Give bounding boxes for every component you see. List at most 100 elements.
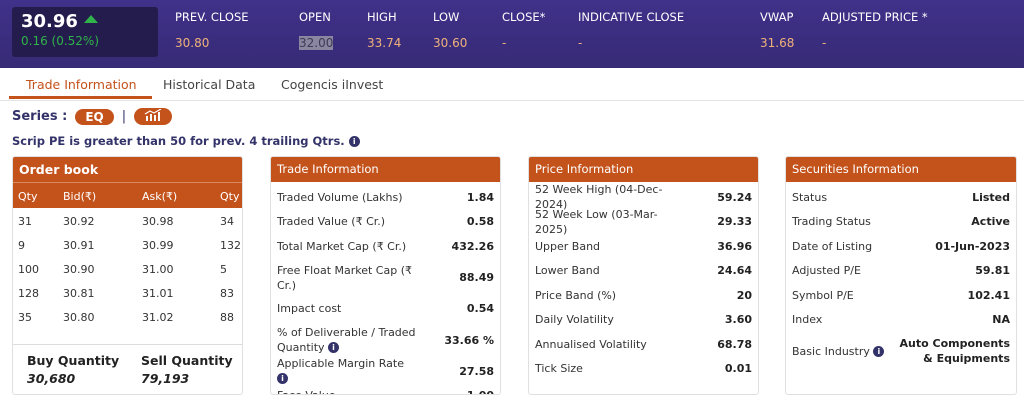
info-label: Upper Band	[535, 239, 600, 254]
info-value: 24.64	[717, 264, 752, 278]
info-value: Active	[971, 215, 1010, 229]
tab-cogencis-iinvest[interactable]: Cogencis iInvest	[281, 77, 384, 92]
series-row: Series : EQ |	[12, 108, 173, 125]
stat-value: 32.00	[299, 36, 334, 50]
info-row: Free Float Market Cap (₹ Cr.) 88.49	[271, 259, 500, 297]
info-value: 0.54	[466, 302, 494, 316]
bid-price: 30.80	[63, 311, 95, 324]
info-row: 52 Week High (04-Dec-2024) 59.24	[529, 183, 758, 211]
stat-label: INDICATIVE CLOSE	[578, 10, 685, 24]
info-icon[interactable]: i	[328, 342, 340, 353]
info-row: Daily Volatility 3.60	[529, 308, 758, 333]
info-label-text: Applicable Margin Rate	[277, 357, 404, 371]
stat-value: -	[822, 36, 827, 50]
bid-price: 30.92	[63, 215, 95, 228]
stat-label: LOW	[433, 10, 460, 24]
info-label: Tick Size	[535, 361, 583, 376]
info-row: Traded Value (₹ Cr.) 0.58	[271, 210, 500, 235]
ask-qty: 83	[220, 287, 234, 300]
info-label: Trading Status	[792, 214, 871, 229]
info-label: Impact cost	[277, 301, 341, 316]
info-value: 33.66 %	[444, 333, 494, 347]
tab-historical-data[interactable]: Historical Data	[163, 77, 256, 92]
quote-stat: HIGH 33.74	[367, 10, 401, 50]
col-bid: Bid(₹)	[63, 190, 97, 203]
info-value: 20	[736, 288, 752, 302]
col-bid-qty: Qty	[18, 190, 38, 203]
info-label-text: Upper Band	[535, 239, 601, 253]
info-label-text: Tick Size	[535, 362, 583, 376]
info-row: Index NA	[786, 308, 1016, 333]
quote-stat: CLOSE* -	[502, 10, 545, 50]
active-tab-indicator	[9, 96, 152, 99]
info-label-text: Face Value	[277, 389, 336, 394]
info-label: Traded Volume (Lakhs)	[277, 190, 403, 205]
table-row: 9 30.91 30.99 132	[13, 232, 242, 256]
info-value: 88.49	[459, 271, 494, 284]
pe-note: Scrip PE is greater than 50 for prev. 4 …	[12, 134, 360, 148]
series-eq-button[interactable]: EQ	[75, 108, 114, 125]
info-value: 59.24	[717, 190, 752, 204]
info-icon[interactable]: i	[873, 345, 885, 357]
table-row: 128 30.81 31.01 83	[13, 280, 242, 304]
info-row: Total Market Cap (₹ Cr.) 432.26	[271, 234, 500, 259]
price-change: 0.16 (0.52%)	[21, 34, 100, 48]
info-row: Symbol P/E 102.41	[786, 283, 1016, 308]
info-row: Basic Industry i Auto Components & Equipm…	[786, 332, 1016, 370]
order-book-header: Qty Bid(₹) Ask(₹) Qty	[13, 182, 242, 208]
info-label: Traded Value (₹ Cr.)	[277, 214, 385, 229]
info-label-text: Total Market Cap (₹ Cr.)	[277, 239, 407, 253]
tab-bar: Trade Information Historical Data Cogenc…	[0, 70, 1024, 101]
order-book-card: Order book Qty Bid(₹) Ask(₹) Qty 31 30.92…	[12, 156, 243, 395]
stat-label: PREV. CLOSE	[175, 10, 249, 24]
stat-label: VWAP	[760, 10, 794, 24]
info-row: Lower Band 24.64	[529, 259, 758, 284]
info-row: Date of Listing 01-Jun-2023	[786, 234, 1016, 259]
table-row: 100 30.90 31.00 5	[13, 256, 242, 280]
info-value: Auto Components & Equipments	[899, 337, 1010, 365]
quote-stat: ADJUSTED PRICE * -	[822, 10, 928, 50]
info-row: Price Band (%) 20	[529, 283, 758, 308]
tab-trade-information[interactable]: Trade Information	[26, 77, 137, 92]
order-book-totals: Buy Quantity 30,680 Sell Quantity 79,193	[13, 344, 242, 386]
info-label-text: Trading Status	[792, 215, 871, 229]
info-row: Status Listed	[786, 185, 1016, 210]
info-label: Status	[792, 190, 827, 205]
trade-information-title: Trade Information	[271, 157, 500, 182]
stat-label: CLOSE*	[502, 10, 546, 24]
info-label-text: Annualised Volatility	[535, 337, 647, 351]
info-value: 27.58	[459, 364, 494, 378]
info-value: 0.01	[724, 362, 752, 376]
info-icon[interactable]: i	[348, 136, 360, 147]
bid-qty: 31	[18, 215, 32, 228]
info-label: Free Float Market Cap (₹ Cr.)	[277, 263, 417, 293]
bid-qty: 128	[18, 287, 39, 300]
info-row: Tick Size 0.01	[529, 357, 758, 382]
info-value: 3.60	[724, 313, 752, 327]
info-value: 68.78	[717, 337, 752, 351]
info-label: Applicable Margin Rate i	[277, 356, 417, 386]
ask-qty: 5	[220, 263, 227, 276]
price-information-title: Price Information	[529, 157, 758, 182]
stat-label: ADJUSTED PRICE *	[822, 10, 928, 24]
quote-stat: PREV. CLOSE 30.80	[175, 10, 249, 50]
info-label-text: Status	[792, 190, 828, 204]
info-label: Index	[792, 312, 822, 327]
bid-qty: 100	[18, 263, 39, 276]
stat-value: 30.80	[175, 36, 210, 50]
info-row: Face Value 1.00	[271, 384, 500, 394]
quote-stat: LOW 30.60	[433, 10, 467, 50]
table-row: 31 30.92 30.98 34	[13, 208, 242, 232]
info-label-text: Price Band (%)	[535, 288, 617, 302]
info-label-text: Basic Industry	[792, 344, 870, 358]
chart-button[interactable]	[134, 108, 173, 125]
buy-quantity-label: Buy Quantity	[27, 353, 120, 368]
ask-qty: 88	[220, 311, 234, 324]
info-icon[interactable]: i	[277, 373, 288, 385]
info-label-text: Traded Value (₹ Cr.)	[277, 215, 386, 229]
ask-price: 30.99	[142, 239, 174, 252]
quote-stat: OPEN 32.00	[299, 10, 334, 50]
last-price: 30.96	[21, 11, 78, 32]
info-label-text: Adjusted P/E	[792, 264, 861, 278]
ask-price: 30.98	[142, 215, 174, 228]
